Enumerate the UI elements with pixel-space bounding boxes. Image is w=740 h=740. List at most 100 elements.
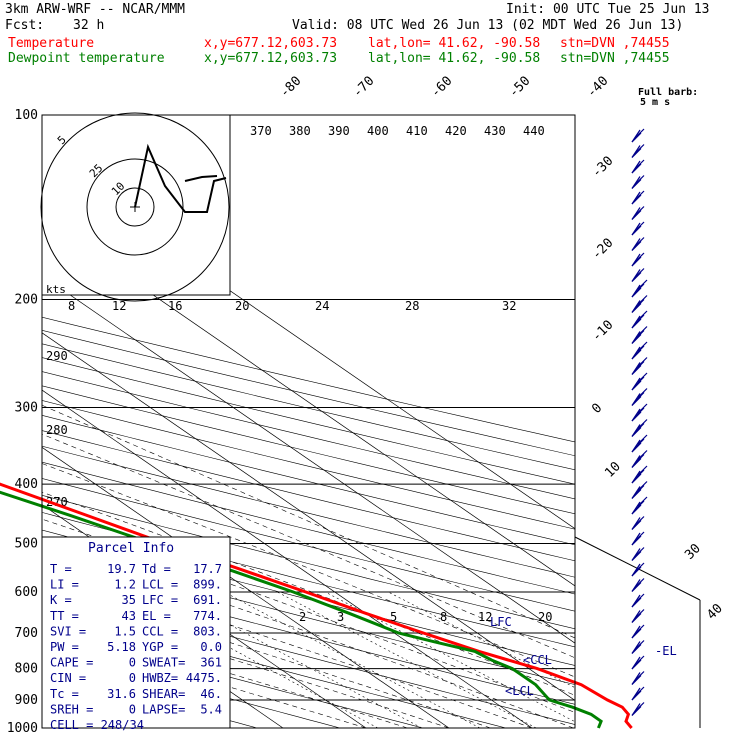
isotherm-label: -20 [589, 236, 616, 263]
theta-label: 440 [523, 124, 545, 138]
isotherm-label: -50 [506, 74, 533, 101]
low-ratio-label: 12 [478, 610, 492, 624]
parcel-info-label: EL = [142, 609, 171, 623]
left-theta-label: 290 [46, 349, 68, 363]
dewpoint-stn: stn=DVN ,74455 [560, 51, 670, 66]
wind-barb [631, 295, 648, 313]
isotherm-label: 0 [589, 401, 605, 417]
hodograph: 5 25 10 kts [40, 112, 231, 302]
parcel-info-value: 691. [193, 593, 222, 607]
parcel-info-label: Tc = [50, 687, 79, 701]
parcel-info-value: 5.18 [107, 640, 136, 654]
pressure-tick-label: 700 [15, 626, 38, 641]
wind-barb [631, 516, 645, 530]
wind-barb [631, 578, 645, 592]
parcel-info-value: 17.7 [193, 562, 222, 576]
isotherm-label: -40 [584, 74, 611, 101]
pressure-tick-label: 100 [15, 108, 38, 123]
parcel-info-cell: CELL = 248/34 [50, 718, 144, 732]
isotherm-label: -80 [277, 74, 304, 101]
pressure-tick-label: 1000 [7, 721, 38, 736]
pressure-tick-label: 400 [15, 477, 38, 492]
parcel-info-label: TT = [50, 609, 79, 623]
parcel-info-label: SWEAT= [142, 656, 185, 670]
parcel-info-value: 35 [122, 593, 136, 607]
isotherm-40-label: 40 [704, 601, 726, 623]
isotherm-label: 10 [602, 459, 624, 481]
parcel-info-value: 0.0 [200, 640, 222, 654]
wind-barb [631, 268, 645, 282]
low-ratio-label: 5 [390, 610, 397, 624]
low-ratio-label: 20 [538, 610, 552, 624]
wind-barb [631, 252, 645, 267]
theta-label: 390 [328, 124, 350, 138]
temperature-xy: x,y=677.12,603.73 [204, 36, 338, 51]
full-barb-unit: 5 m s [640, 97, 670, 108]
parcel-info-value: 31.6 [107, 687, 136, 701]
dewpoint-latlon: lat,lon= 41.62, -90.58 [368, 51, 541, 66]
low-ratio-label: 8 [440, 610, 447, 624]
wind-barbs [574, 128, 701, 728]
wind-barb [631, 419, 648, 437]
pressure-tick-label: 800 [15, 662, 38, 677]
mixing-ratio-label: 8 [68, 299, 75, 313]
parcel-info-label: T = [50, 562, 72, 576]
mixing-ratio-label: 28 [405, 299, 419, 313]
parcel-info-value: 43 [122, 609, 136, 623]
theta-label: 380 [289, 124, 311, 138]
theta-label: 420 [445, 124, 467, 138]
dry-adiabat-line [42, 494, 575, 630]
moist-adiabat-line [42, 631, 367, 728]
mixing-ratio-line [325, 591, 575, 723]
parcel-info-title: Parcel Info [88, 541, 174, 556]
parcel-info-label: K = [50, 593, 72, 607]
init-time: Init: 00 UTC Tue 25 Jun 13 [506, 2, 710, 17]
dewpoint-xy: x,y=677.12,603.73 [204, 51, 338, 66]
mixing-ratio-label: 24 [315, 299, 329, 313]
parcel-info-value: 0 [129, 702, 136, 716]
dry-adiabat-line [42, 343, 575, 471]
parcel-info-label: LI = [50, 578, 79, 592]
theta-label: 370 [250, 124, 272, 138]
isotherm-line [42, 332, 575, 701]
wind-barb [631, 547, 645, 561]
wind-barb [631, 624, 645, 639]
parcel-info-label: LFC = [142, 593, 178, 607]
full-barb-label: Full barb: [638, 87, 698, 98]
wind-barb [631, 128, 645, 143]
parcel-info-value: 19.7 [107, 562, 136, 576]
parcel-info-value: 803. [193, 624, 222, 638]
theta-label: 410 [406, 124, 428, 138]
wind-barb [631, 671, 645, 685]
parcel-marker-label: LFC [490, 615, 512, 629]
fcst-label: Fcst: [5, 18, 45, 33]
wind-barb [631, 279, 648, 298]
dry-adiabat-line [42, 445, 575, 578]
pressure-tick-label: 500 [15, 536, 38, 551]
theta-label: 430 [484, 124, 506, 138]
isotherm-label: -60 [428, 74, 455, 101]
isotherm-line [42, 275, 575, 644]
pressure-tick-label: 200 [15, 293, 38, 308]
dry-adiabat-line [42, 461, 575, 595]
parcel-info-label: SVI = [50, 624, 86, 638]
wind-barb [631, 450, 648, 468]
parcel-info-value: 0 [129, 656, 136, 670]
parcel-info-value: 1.5 [114, 624, 136, 638]
parcel-info-label: PW = [50, 640, 79, 654]
parcel-info-label: LCL = [142, 578, 178, 592]
wind-barb [631, 221, 645, 236]
dry-adiabat-line [42, 512, 575, 648]
dry-adiabat-line [42, 330, 575, 457]
parcel-info-label: SHEAR= [142, 687, 185, 701]
el-marker: -EL [655, 644, 677, 658]
parcel-info-value: 361 [200, 656, 222, 670]
mixing-ratio-label: 32 [502, 299, 516, 313]
theta-label: 400 [367, 124, 389, 138]
pressure-tick-label: 600 [15, 585, 38, 600]
wind-barb [631, 357, 648, 375]
parcel-info-label: SREH = [50, 702, 93, 716]
wind-barb [631, 434, 648, 453]
parcel-info-value: 46. [200, 687, 222, 701]
isotherm-line [42, 446, 450, 728]
